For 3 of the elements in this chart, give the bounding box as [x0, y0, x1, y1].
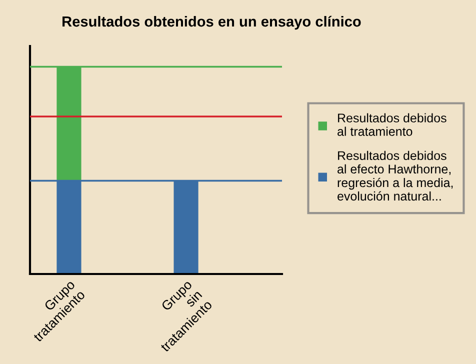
legend-label: Resultados debidos al tratamiento [338, 113, 446, 136]
chart-title: Resultados obtenidos en un ensayo clínico [62, 16, 361, 30]
legend-label: Resultados debidos al efecto Hawthorne, regresión a la media, evolución natural... [338, 150, 453, 201]
